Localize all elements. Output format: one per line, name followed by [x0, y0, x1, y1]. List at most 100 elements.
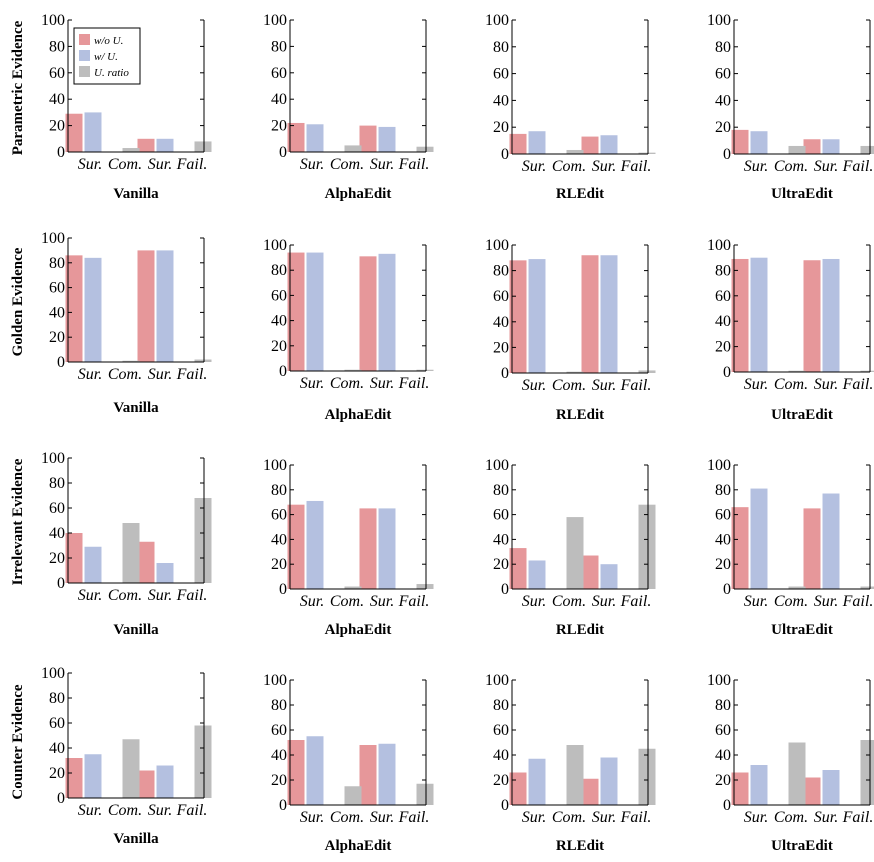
- ytick-label-0-2: 40: [49, 91, 65, 108]
- cat-label-8-1: Com.: [108, 587, 142, 604]
- bar-10-s1-c2: [600, 564, 618, 589]
- cat-label-0-1: Com.: [108, 156, 142, 173]
- panel-title-6: RLEdit: [556, 407, 604, 423]
- ytick-label-8-3: 60: [49, 500, 65, 517]
- cat-label-2-2: Sur.: [592, 158, 616, 175]
- bar-13-s1-c0: [306, 736, 324, 805]
- bar-2-s0-c0: [509, 133, 527, 154]
- ytick-label-12-4: 80: [49, 690, 65, 707]
- cat-label-7-2: Sur.: [814, 376, 838, 393]
- cat-label-1-1: Com.: [330, 156, 364, 173]
- ytick-label-1-2: 40: [271, 91, 287, 108]
- bar-14-s1-c0: [528, 758, 546, 805]
- row-label-0: Parametric Evidence: [10, 20, 26, 155]
- legend-label-0: w/o U.: [94, 35, 123, 47]
- cat-label-5-3: Fail.: [398, 375, 430, 392]
- panel-title-11: UltraEdit: [771, 622, 833, 638]
- cat-label-11-1: Com.: [774, 593, 808, 610]
- ytick-label-9-1: 20: [271, 556, 287, 573]
- bar-0-s2-c1: [122, 148, 140, 152]
- ytick-label-2-1: 20: [493, 119, 509, 136]
- cat-label-13-3: Fail.: [398, 809, 430, 826]
- ytick-label-6-2: 40: [493, 314, 509, 331]
- ytick-label-7-1: 20: [715, 339, 731, 356]
- bar-11-s2-c1: [788, 586, 806, 589]
- ytick-label-4-0: 0: [57, 354, 65, 371]
- ytick-label-2-5: 100: [485, 12, 509, 29]
- cat-label-14-2: Sur.: [592, 809, 616, 826]
- bar-13-s2-c3: [416, 783, 434, 805]
- cat-label-15-2: Sur.: [814, 809, 838, 826]
- panel-title-2: RLEdit: [556, 186, 604, 202]
- ytick-label-6-5: 100: [485, 237, 509, 254]
- ytick-label-12-1: 20: [49, 765, 65, 782]
- bar-13-s1-c2: [378, 743, 396, 805]
- cat-label-15-3: Fail.: [842, 809, 874, 826]
- cat-label-15-0: Sur.: [744, 809, 768, 826]
- ytick-label-11-2: 40: [715, 531, 731, 548]
- bar-13-s2-c1: [344, 786, 362, 805]
- ytick-label-12-3: 60: [49, 715, 65, 732]
- bar-7-s1-c0: [750, 257, 768, 372]
- ytick-label-12-2: 40: [49, 740, 65, 757]
- cat-label-12-2: Sur.: [148, 802, 172, 819]
- cat-label-6-1: Com.: [552, 377, 586, 394]
- bar-8-s1-c0: [84, 546, 102, 583]
- cat-label-15-1: Com.: [774, 809, 808, 826]
- row-label-2: Irrelevant Evidence: [10, 458, 26, 585]
- legend-swatch-2: [79, 66, 90, 77]
- ytick-label-11-5: 100: [707, 457, 731, 474]
- bar-4-s2-c1: [122, 360, 140, 362]
- bar-12-s0-c2: [137, 770, 155, 798]
- panel-title-8: Vanilla: [113, 622, 159, 638]
- cat-label-11-2: Sur.: [814, 593, 838, 610]
- ytick-label-2-4: 80: [493, 39, 509, 56]
- bar-12-s2-c1: [122, 739, 140, 798]
- bar-4-s2-c3: [194, 359, 212, 362]
- bar-5-s0-c0: [287, 252, 305, 371]
- cat-label-0-0: Sur.: [78, 156, 102, 173]
- bar-14-s1-c2: [600, 757, 618, 805]
- ytick-label-2-3: 60: [493, 66, 509, 83]
- ytick-label-7-3: 60: [715, 288, 731, 305]
- bar-8-s2-c3: [194, 498, 212, 583]
- bar-1-s2-c1: [344, 145, 362, 152]
- bar-1-s0-c2: [359, 125, 377, 152]
- ytick-label-14-5: 100: [485, 672, 509, 689]
- cat-label-6-0: Sur.: [522, 377, 546, 394]
- ytick-label-8-5: 100: [41, 450, 65, 467]
- ytick-label-5-5: 100: [263, 237, 287, 254]
- ytick-label-0-1: 20: [49, 118, 65, 135]
- bar-0-s2-c3: [194, 141, 212, 152]
- ytick-label-6-3: 60: [493, 288, 509, 305]
- bar-6-s1-c0: [528, 259, 546, 373]
- bar-1-s1-c0: [306, 124, 324, 152]
- bar-4-s0-c2: [137, 250, 155, 362]
- panel-title-5: AlphaEdit: [325, 407, 392, 423]
- bar-15-s2-c1: [788, 742, 806, 805]
- ytick-label-4-3: 60: [49, 280, 65, 297]
- cat-label-0-3: Fail.: [176, 156, 208, 173]
- cat-label-13-2: Sur.: [370, 809, 394, 826]
- bar-12-s0-c0: [65, 758, 83, 798]
- bar-7-s0-c2: [803, 260, 821, 372]
- panel-title-10: RLEdit: [556, 622, 604, 638]
- bar-2-s1-c2: [600, 135, 618, 154]
- ytick-label-8-4: 80: [49, 475, 65, 492]
- ytick-label-14-1: 20: [493, 772, 509, 789]
- row-label-1: Golden Evidence: [10, 247, 26, 356]
- ytick-label-13-4: 80: [271, 697, 287, 714]
- bar-11-s2-c3: [860, 586, 874, 589]
- ytick-label-14-4: 80: [493, 697, 509, 714]
- bar-9-s2-c3: [416, 584, 434, 589]
- cat-label-5-2: Sur.: [370, 375, 394, 392]
- ytick-label-0-5: 100: [41, 12, 65, 29]
- cat-label-2-0: Sur.: [522, 158, 546, 175]
- bar-1-s2-c3: [416, 146, 434, 152]
- ytick-label-9-0: 0: [279, 581, 287, 598]
- cat-label-14-0: Sur.: [522, 809, 546, 826]
- ytick-label-1-0: 0: [279, 144, 287, 161]
- bar-11-s0-c2: [803, 508, 821, 589]
- ytick-label-13-0: 0: [279, 797, 287, 814]
- cat-label-3-0: Sur.: [744, 158, 768, 175]
